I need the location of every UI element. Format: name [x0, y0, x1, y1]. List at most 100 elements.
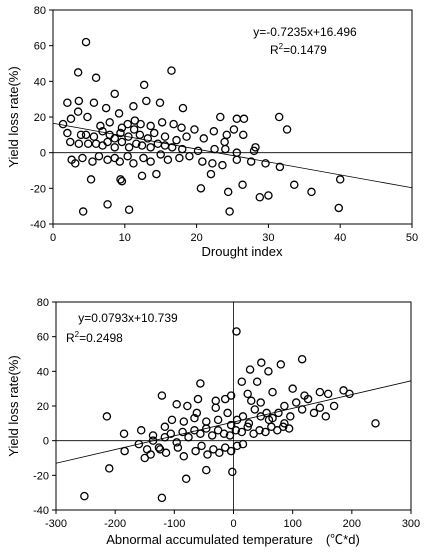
data-point: [142, 96, 151, 106]
data-point: [243, 389, 252, 399]
data-point: [117, 137, 127, 147]
data-point: [199, 134, 209, 143]
data-point: [103, 137, 112, 147]
data-point: [228, 467, 237, 477]
data-point: [255, 426, 264, 435]
data-point: [280, 401, 289, 411]
data-point: [155, 98, 165, 107]
data-point: [116, 128, 125, 138]
data-point: [192, 408, 202, 418]
data-point: [101, 103, 111, 113]
data-point: [181, 474, 191, 484]
data-point: [249, 146, 259, 156]
data-point: [179, 452, 189, 461]
data-point: [232, 327, 241, 336]
data-point: [83, 139, 93, 148]
data-point: [117, 176, 127, 186]
data-point: [140, 453, 149, 463]
data-point: [172, 400, 181, 409]
data-point: [221, 144, 230, 154]
x-tick-label: 40: [334, 232, 346, 244]
data-point: [226, 420, 236, 430]
data-point: [223, 187, 233, 197]
data-point: [237, 377, 247, 386]
data-point: [256, 398, 265, 407]
data-point: [124, 143, 134, 152]
data-point: [146, 157, 155, 166]
data-point: [196, 379, 205, 388]
data-point: [225, 431, 235, 440]
data-point: [193, 146, 203, 156]
data-point: [172, 438, 181, 447]
data-point: [137, 141, 147, 150]
y-tick-label: 20: [34, 112, 46, 124]
data-point: [202, 465, 211, 475]
data-point: [124, 132, 133, 141]
data-point: [120, 446, 129, 456]
data-point: [89, 98, 99, 107]
x-tick-label: 50: [406, 232, 418, 244]
data-point: [307, 187, 316, 197]
regression-equation: y=-0.7235x+16.496: [253, 25, 357, 39]
data-point: [278, 422, 288, 432]
data-point: [309, 408, 319, 418]
data-point: [177, 123, 186, 132]
y-tick-label: -20: [33, 470, 49, 482]
data-point: [184, 432, 193, 442]
x-tick-label: 100: [283, 518, 301, 530]
data-point: [81, 37, 91, 47]
data-point: [261, 159, 270, 168]
y-tick-label: -40: [30, 219, 46, 231]
chart-drought-index: -40 -20 0 20 40 60 80 0 10 20 30 40 50 y=-0.7235x+1…: [6, 5, 418, 259]
data-point: [286, 412, 295, 421]
y-tick-label: 60: [34, 41, 46, 53]
data-point: [89, 132, 99, 141]
data-point: [78, 153, 87, 163]
data-point: [237, 427, 247, 437]
data-point: [274, 112, 284, 122]
data-point: [297, 405, 307, 414]
data-point: [110, 143, 119, 152]
data-point: [80, 491, 89, 501]
data-point: [129, 102, 138, 111]
data-point: [207, 431, 217, 440]
data-point: [288, 384, 297, 393]
data-point: [196, 429, 205, 438]
data-point: [105, 464, 114, 473]
data-point: [156, 150, 165, 159]
data-point: [209, 127, 219, 136]
data-point: [65, 137, 75, 147]
data-point: [226, 446, 236, 456]
data-point: [284, 424, 294, 433]
data-point: [276, 360, 286, 369]
data-point: [289, 180, 299, 190]
data-point: [153, 139, 163, 148]
data-point: [178, 103, 188, 113]
data-point: [239, 114, 249, 124]
data-point: [291, 398, 301, 407]
data-point: [246, 157, 256, 166]
data-point: [142, 445, 152, 454]
data-point: [334, 203, 344, 213]
data-point: [179, 417, 189, 426]
data-point: [218, 160, 227, 170]
data-point: [177, 144, 187, 154]
data-point: [219, 429, 229, 438]
data-point: [232, 114, 242, 124]
data-point: [245, 365, 255, 374]
data-point: [238, 180, 247, 190]
data-point: [335, 175, 345, 184]
data-point: [175, 153, 184, 163]
plot-frame: [52, 9, 413, 225]
data-point: [172, 135, 181, 145]
data-point: [143, 134, 153, 143]
data-point: [148, 436, 158, 445]
data-point: [198, 157, 207, 166]
data-point: [152, 169, 161, 179]
data-point: [135, 130, 145, 140]
data-point: [123, 151, 132, 161]
data-point: [115, 157, 125, 166]
data-point: [321, 412, 331, 421]
data-point: [185, 151, 194, 161]
